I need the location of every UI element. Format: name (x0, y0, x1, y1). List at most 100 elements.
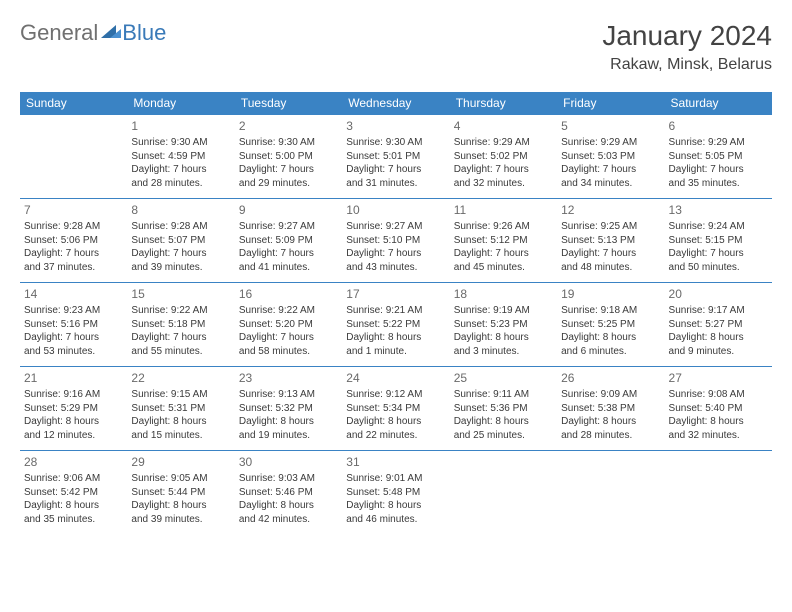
day-info-line: Daylight: 7 hours (239, 331, 338, 345)
day-info-line: and 39 minutes. (131, 513, 230, 527)
day-number: 22 (131, 370, 230, 386)
day-info-line: and 25 minutes. (454, 429, 553, 443)
calendar-day-cell (665, 451, 772, 535)
day-info-line: Sunrise: 9:03 AM (239, 472, 338, 486)
day-info-line: Sunset: 5:23 PM (454, 318, 553, 332)
day-info-line: Sunset: 5:13 PM (561, 234, 660, 248)
day-info-line: and 19 minutes. (239, 429, 338, 443)
day-number: 20 (669, 286, 768, 302)
calendar-week-row: 28Sunrise: 9:06 AMSunset: 5:42 PMDayligh… (20, 451, 772, 535)
day-info-line: and 46 minutes. (346, 513, 445, 527)
day-info-line: Sunset: 5:03 PM (561, 150, 660, 164)
calendar-day-cell: 22Sunrise: 9:15 AMSunset: 5:31 PMDayligh… (127, 367, 234, 451)
day-info-line: and 45 minutes. (454, 261, 553, 275)
day-info-line: and 43 minutes. (346, 261, 445, 275)
calendar-day-cell: 30Sunrise: 9:03 AMSunset: 5:46 PMDayligh… (235, 451, 342, 535)
calendar-day-cell (20, 115, 127, 199)
day-number: 16 (239, 286, 338, 302)
day-info-line: Daylight: 8 hours (669, 415, 768, 429)
calendar-table: SundayMondayTuesdayWednesdayThursdayFrid… (20, 92, 772, 535)
day-info-line: Sunrise: 9:25 AM (561, 220, 660, 234)
day-info-line: Sunrise: 9:22 AM (131, 304, 230, 318)
day-info-line: Sunset: 5:12 PM (454, 234, 553, 248)
day-number: 21 (24, 370, 123, 386)
calendar-day-cell: 31Sunrise: 9:01 AMSunset: 5:48 PMDayligh… (342, 451, 449, 535)
day-number: 9 (239, 202, 338, 218)
calendar-week-row: 21Sunrise: 9:16 AMSunset: 5:29 PMDayligh… (20, 367, 772, 451)
day-info-line: Sunset: 5:01 PM (346, 150, 445, 164)
day-info-line: Sunset: 5:38 PM (561, 402, 660, 416)
day-header: Thursday (450, 92, 557, 115)
day-info-line: Sunrise: 9:06 AM (24, 472, 123, 486)
day-info-line: and 53 minutes. (24, 345, 123, 359)
day-info-line: Daylight: 8 hours (346, 415, 445, 429)
calendar-day-cell: 3Sunrise: 9:30 AMSunset: 5:01 PMDaylight… (342, 115, 449, 199)
day-info-line: Sunrise: 9:01 AM (346, 472, 445, 486)
day-info-line: Sunrise: 9:23 AM (24, 304, 123, 318)
day-info-line: Sunset: 5:18 PM (131, 318, 230, 332)
calendar-day-cell: 26 Sunrise: 9:09 AMSunset: 5:38 PMDayligh… (557, 367, 664, 451)
day-info-line: and 22 minutes. (346, 429, 445, 443)
calendar-day-cell: 12Sunrise: 9:25 AMSunset: 5:13 PMDayligh… (557, 199, 664, 283)
day-info-line: Sunrise: 9:30 AM (131, 136, 230, 150)
day-info-line: and 6 minutes. (561, 345, 660, 359)
day-info-line: Sunset: 4:59 PM (131, 150, 230, 164)
day-info-line: Sunset: 5:25 PM (561, 318, 660, 332)
calendar-day-cell: 19Sunrise: 9:18 AMSunset: 5:25 PMDayligh… (557, 283, 664, 367)
day-info-line: Sunrise: 9:09 AM (561, 388, 660, 402)
day-info-line: Sunset: 5:36 PM (454, 402, 553, 416)
day-number: 4 (454, 118, 553, 134)
calendar-day-cell: 13Sunrise: 9:24 AMSunset: 5:15 PMDayligh… (665, 199, 772, 283)
day-info-line: Sunset: 5:20 PM (239, 318, 338, 332)
day-info-line: and 34 minutes. (561, 177, 660, 191)
day-info-line: and 32 minutes. (669, 429, 768, 443)
day-info-line: Daylight: 8 hours (346, 331, 445, 345)
day-info-line: Sunrise: 9:30 AM (346, 136, 445, 150)
day-number: 23 (239, 370, 338, 386)
day-number: 24 (346, 370, 445, 386)
day-info-line: Sunrise: 9:29 AM (454, 136, 553, 150)
day-number: 15 (131, 286, 230, 302)
day-number: 6 (669, 118, 768, 134)
day-info-line: and 1 minute. (346, 345, 445, 359)
day-number: 19 (561, 286, 660, 302)
day-info-line: Daylight: 8 hours (561, 415, 660, 429)
day-info-line: and 41 minutes. (239, 261, 338, 275)
logo-text-general: General (20, 20, 98, 46)
day-info-line: Daylight: 8 hours (131, 499, 230, 513)
calendar-day-cell: 5Sunrise: 9:29 AMSunset: 5:03 PMDaylight… (557, 115, 664, 199)
calendar-day-cell: 29Sunrise: 9:05 AMSunset: 5:44 PMDayligh… (127, 451, 234, 535)
day-info-line: and 35 minutes. (669, 177, 768, 191)
day-info-line: and 32 minutes. (454, 177, 553, 191)
day-info-line: Sunset: 5:06 PM (24, 234, 123, 248)
day-info-line: Sunset: 5:27 PM (669, 318, 768, 332)
day-info-line: and 12 minutes. (24, 429, 123, 443)
day-info-line: Sunrise: 9:29 AM (561, 136, 660, 150)
day-info-line: Sunset: 5:46 PM (239, 486, 338, 500)
day-info-line: and 31 minutes. (346, 177, 445, 191)
calendar-day-cell: 14Sunrise: 9:23 AMSunset: 5:16 PMDayligh… (20, 283, 127, 367)
logo-icon (101, 20, 121, 46)
day-number: 26 (561, 370, 660, 386)
day-number: 14 (24, 286, 123, 302)
day-info-line: Daylight: 7 hours (669, 163, 768, 177)
day-info-line: Daylight: 7 hours (346, 163, 445, 177)
day-number: 31 (346, 454, 445, 470)
day-info-line: Sunset: 5:16 PM (24, 318, 123, 332)
day-info-line: Sunset: 5:31 PM (131, 402, 230, 416)
day-info-line: and 55 minutes. (131, 345, 230, 359)
day-info-line: Sunset: 5:29 PM (24, 402, 123, 416)
calendar-day-cell: 17Sunrise: 9:21 AMSunset: 5:22 PMDayligh… (342, 283, 449, 367)
day-info-line: Sunset: 5:48 PM (346, 486, 445, 500)
day-info-line: Daylight: 7 hours (561, 163, 660, 177)
day-info-line: Sunrise: 9:18 AM (561, 304, 660, 318)
day-info-line: Daylight: 8 hours (454, 331, 553, 345)
day-info-line: and 50 minutes. (669, 261, 768, 275)
day-info-line: Daylight: 8 hours (669, 331, 768, 345)
day-info-line: Sunrise: 9:12 AM (346, 388, 445, 402)
day-info-line: Daylight: 7 hours (24, 247, 123, 261)
day-info-line: Sunrise: 9:29 AM (669, 136, 768, 150)
day-header: Tuesday (235, 92, 342, 115)
calendar-day-cell: 20Sunrise: 9:17 AMSunset: 5:27 PMDayligh… (665, 283, 772, 367)
day-info-line: Sunrise: 9:13 AM (239, 388, 338, 402)
